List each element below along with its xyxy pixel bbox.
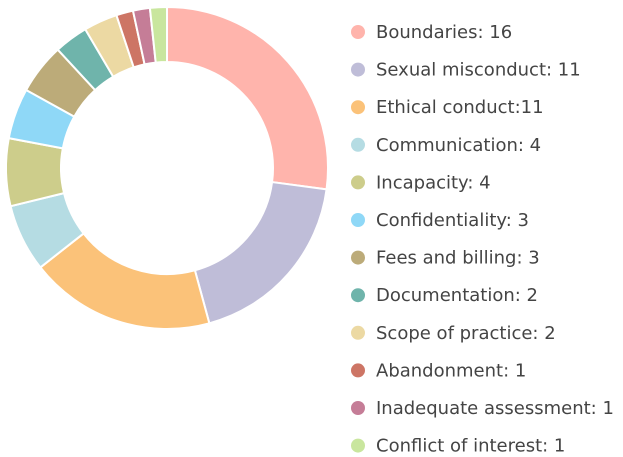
- legend-label: Inadequate assessment: 1: [376, 398, 614, 419]
- legend-label: Ethical conduct:11: [376, 97, 544, 118]
- legend-marker: [351, 100, 365, 115]
- donut-slice: [5, 137, 66, 208]
- legend-marker: [351, 250, 365, 265]
- legend-label: Documentation: 2: [376, 285, 538, 306]
- legend-label: Scope of practice: 2: [376, 323, 556, 344]
- legend-label: Incapacity: 4: [376, 172, 491, 193]
- legend-marker: [351, 25, 365, 39]
- legend-label: Sexual misconduct: 11: [376, 60, 581, 81]
- donut-slice: [166, 5, 329, 191]
- donut-slice: [148, 5, 168, 64]
- legend-label: Communication: 4: [376, 135, 541, 156]
- legend-marker: [351, 363, 365, 378]
- legend-marker: [351, 62, 365, 77]
- legend-label: Confidentiality: 3: [376, 210, 529, 231]
- legend-marker: [351, 325, 365, 340]
- legend-marker: [351, 438, 365, 453]
- donut-slice: [193, 180, 328, 325]
- legend-marker: [351, 137, 365, 152]
- legend-marker: [351, 401, 365, 415]
- legend-marker: [351, 175, 365, 190]
- legend-label: Conflict of interest: 1: [376, 436, 565, 457]
- legend-label: Boundaries: 16: [376, 22, 512, 43]
- legend-label: Fees and billing: 3: [376, 248, 540, 269]
- legend-marker: [351, 213, 365, 227]
- legend-marker: [351, 288, 365, 303]
- legend-label: Abandonment: 1: [376, 360, 526, 381]
